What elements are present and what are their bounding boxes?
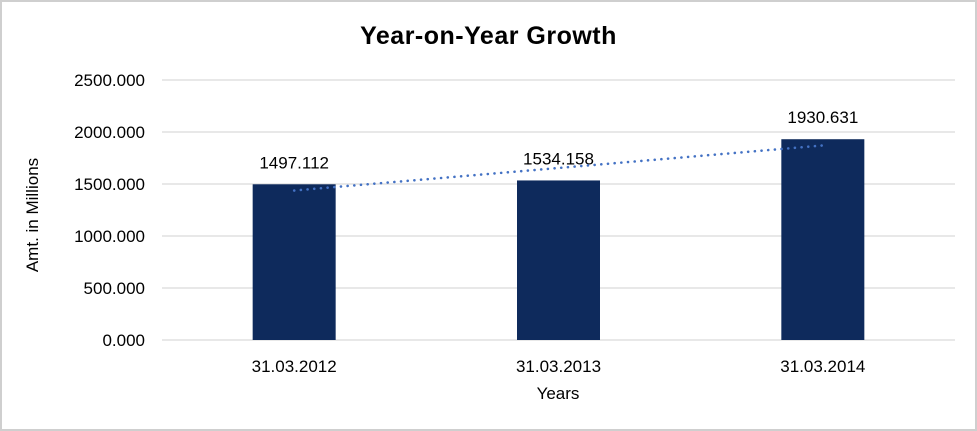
y-tick-label: 500.000 — [84, 279, 145, 298]
bar — [781, 139, 865, 340]
x-tick-label: 31.03.2013 — [516, 357, 601, 376]
bar-data-label: 1534.158 — [523, 149, 594, 168]
y-tick-label: 1500.000 — [74, 175, 145, 194]
bar-data-label: 1930.631 — [787, 108, 858, 127]
x-tick-label: 31.03.2012 — [252, 357, 337, 376]
x-tick-label: 31.03.2014 — [780, 357, 865, 376]
y-tick-label: 2500.000 — [74, 71, 145, 90]
y-tick-label: 1000.000 — [74, 227, 145, 246]
bar — [517, 180, 600, 340]
bar-data-label: 1497.112 — [259, 153, 329, 172]
trendline — [292, 144, 825, 192]
y-tick-label: 2000.000 — [74, 123, 145, 142]
chart-title: Year-on-Year Growth — [360, 22, 617, 50]
bar — [252, 184, 336, 340]
y-tick-label: 0.000 — [102, 331, 145, 350]
x-axis-title: Years — [536, 384, 580, 403]
